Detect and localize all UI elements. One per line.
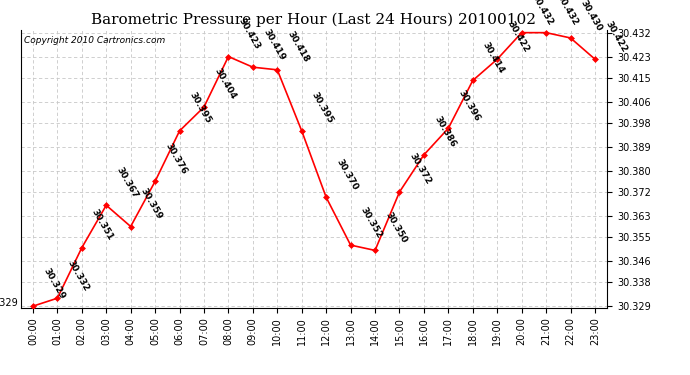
Text: 30.352: 30.352 <box>359 205 384 240</box>
Text: 30.386: 30.386 <box>432 115 457 149</box>
Text: 30.351: 30.351 <box>90 208 115 242</box>
Text: 30.396: 30.396 <box>457 88 482 123</box>
Text: 30.422: 30.422 <box>506 19 531 54</box>
Text: 30.430: 30.430 <box>579 0 604 32</box>
Text: 30.419: 30.419 <box>262 27 286 62</box>
Text: 30.418: 30.418 <box>286 30 310 64</box>
Text: 30.367: 30.367 <box>115 165 139 200</box>
Text: 30.423: 30.423 <box>237 16 262 51</box>
Text: 30.422: 30.422 <box>603 19 629 54</box>
Text: 30.376: 30.376 <box>164 141 188 176</box>
Title: Barometric Pressure per Hour (Last 24 Hours) 20100102: Barometric Pressure per Hour (Last 24 Ho… <box>92 13 536 27</box>
Text: 30.329: 30.329 <box>41 266 66 301</box>
Text: 30.414: 30.414 <box>481 40 506 75</box>
Text: 30.372: 30.372 <box>408 152 433 186</box>
Text: 30.329: 30.329 <box>0 297 18 307</box>
Text: 30.359: 30.359 <box>139 186 164 221</box>
Text: 30.350: 30.350 <box>384 211 408 245</box>
Text: 30.404: 30.404 <box>213 67 237 102</box>
Text: 30.395: 30.395 <box>310 91 335 125</box>
Text: 30.432: 30.432 <box>530 0 555 27</box>
Text: 30.395: 30.395 <box>188 91 213 125</box>
Text: 30.332: 30.332 <box>66 258 90 292</box>
Text: Copyright 2010 Cartronics.com: Copyright 2010 Cartronics.com <box>23 36 165 45</box>
Text: 30.370: 30.370 <box>335 158 359 192</box>
Text: 30.432: 30.432 <box>555 0 580 27</box>
